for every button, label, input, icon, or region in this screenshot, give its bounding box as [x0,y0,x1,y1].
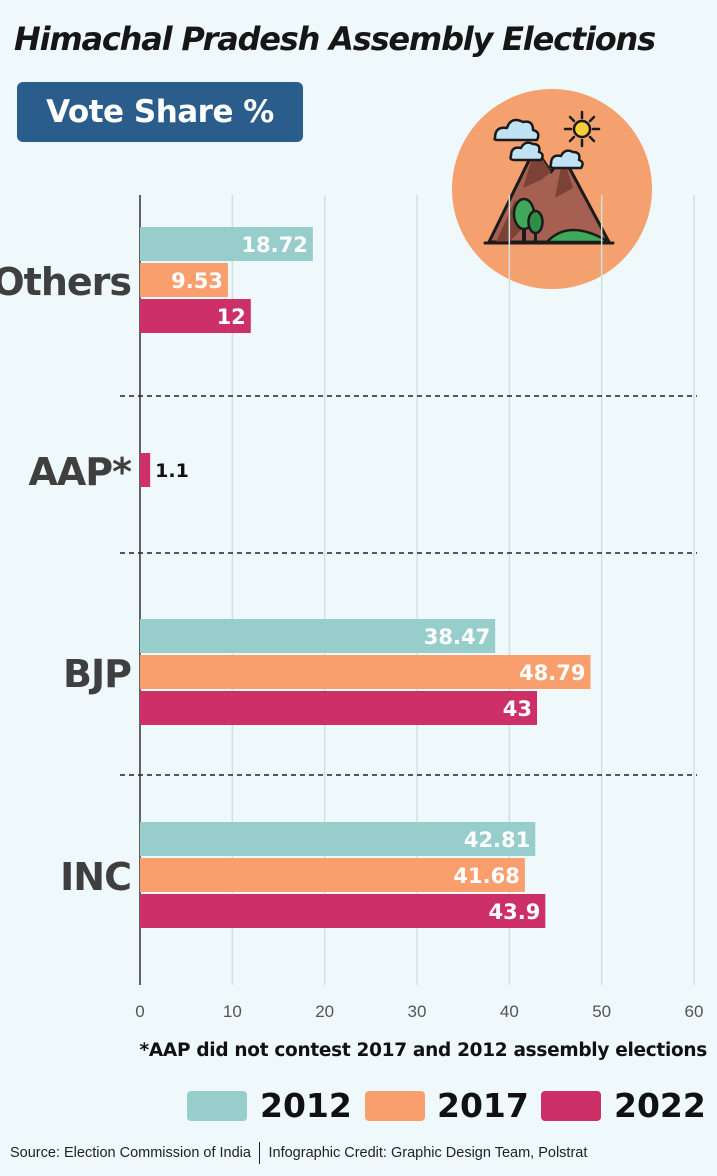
x-tick-label: 40 [500,1002,519,1021]
data-label: 43.9 [489,900,541,924]
bar-2022 [140,453,151,487]
category-label: AAP* [28,450,132,494]
legend-label-2012: 2012 [260,1086,352,1125]
category-label: Others [0,260,131,304]
bar-2017 [140,858,525,892]
bar-2017 [140,263,228,297]
vote-share-chart: 0 10 20 30 40 50 60 Others 18.72 9.53 12 AAP* 1.1 BJP… [0,195,704,1021]
bar-2017 [140,655,591,689]
bar-2012 [140,619,496,653]
legend-swatch-2012 [187,1091,247,1121]
bar-2012 [140,227,313,261]
footer: Source: Election Commission of India Info… [10,1142,710,1164]
x-tick-label: 0 [135,1002,144,1021]
bar-2022 [140,894,546,928]
legend-swatch-2017 [365,1091,425,1121]
source-text: Source: Election Commission of India [10,1144,251,1161]
data-label: 41.68 [453,864,519,888]
x-tick-label: 20 [315,1002,334,1021]
data-label: 43 [503,697,532,721]
x-tick-label: 60 [685,1002,704,1021]
data-label: 18.72 [241,233,307,257]
data-label: 42.81 [464,828,530,852]
bar-2022 [140,691,538,725]
category-label: BJP [63,652,131,696]
legend-label-2022: 2022 [614,1086,706,1125]
category-label: INC [60,855,131,899]
aap-footnote: *AAP did not contest 2017 and 2012 assem… [139,1040,708,1061]
x-tick-label: 30 [408,1002,427,1021]
x-tick-label: 50 [592,1002,611,1021]
x-tick-label: 10 [223,1002,242,1021]
legend-swatch-2022 [541,1091,601,1121]
data-label: 48.79 [519,661,585,685]
data-label: 38.47 [424,625,490,649]
footer-divider [258,1142,261,1164]
credit-text: Infographic Credit: Graphic Design Team,… [268,1144,588,1161]
bar-2012 [140,822,536,856]
bar-2022 [140,299,251,333]
legend-label-2017: 2017 [437,1086,529,1125]
vote-share-badge: Vote Share % [17,82,303,142]
page-title: Himachal Pradesh Assembly Elections [14,20,656,58]
data-label: 12 [217,305,246,329]
data-label: 9.53 [171,269,223,293]
chart-legend: 2012 2017 2022 [0,1088,717,1124]
data-label: 1.1 [155,460,189,482]
